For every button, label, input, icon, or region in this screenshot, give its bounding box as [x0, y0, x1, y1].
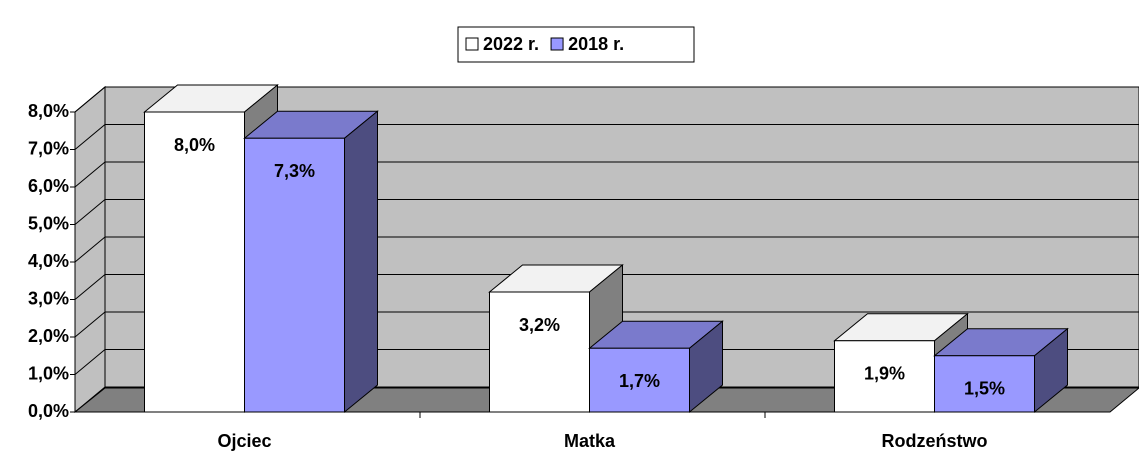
y-tick-label: 2,0%: [28, 326, 69, 346]
value-label: 7,3%: [274, 161, 315, 181]
bar: [244, 137, 345, 413]
bar: [834, 340, 935, 413]
x-tick-label: Ojciec: [217, 431, 271, 451]
side-grid-line: [74, 86, 106, 113]
x-tick-label: Matka: [564, 431, 616, 451]
y-tick-label: 8,0%: [28, 101, 69, 121]
legend-box: [457, 26, 695, 63]
bar-side: [344, 110, 378, 414]
y-tick-label: 0,0%: [28, 401, 69, 421]
bar: [589, 347, 690, 413]
bar: [489, 291, 590, 413]
value-label: 3,2%: [519, 315, 560, 335]
y-tick-label: 3,0%: [28, 288, 69, 308]
y-tick-label: 5,0%: [28, 213, 69, 233]
value-label: 1,7%: [619, 371, 660, 391]
bar: [934, 355, 1035, 413]
bar: [144, 111, 245, 413]
y-tick-label: 4,0%: [28, 251, 69, 271]
side-grid-line: [74, 274, 106, 300]
side-grid-line: [74, 161, 106, 188]
y-tick-label: 6,0%: [28, 176, 69, 196]
x-tick-label: Rodzeństwo: [882, 431, 988, 451]
value-label: 1,9%: [864, 364, 905, 384]
legend-swatch: [550, 37, 564, 51]
y-tick-label: 7,0%: [28, 138, 69, 158]
side-grid-line: [74, 311, 106, 338]
side-grid-line: [74, 386, 106, 413]
side-grid-line: [74, 236, 106, 263]
side-grid-line: [74, 349, 106, 375]
side-grid-line: [74, 199, 106, 225]
value-label: 1,5%: [964, 379, 1005, 399]
legend-label: 2018 r.: [568, 34, 624, 54]
legend-swatch: [465, 37, 479, 51]
side-grid-line: [74, 124, 106, 150]
value-label: 8,0%: [174, 135, 215, 155]
y-tick-label: 1,0%: [28, 363, 69, 383]
legend-label: 2022 r.: [483, 34, 539, 54]
